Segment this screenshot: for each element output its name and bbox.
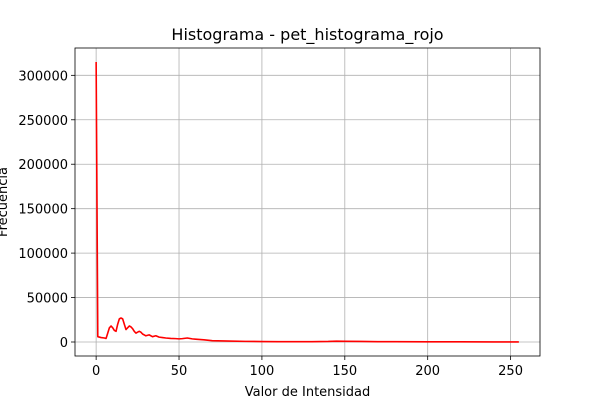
- y-tick-label: 0: [60, 336, 68, 351]
- y-tick-label: 200000: [18, 158, 68, 173]
- y-tick-label: 100000: [18, 247, 68, 262]
- y-tick-label: 250000: [18, 114, 68, 129]
- plot-frame: [74, 47, 541, 357]
- series-line-0: [95, 61, 519, 343]
- x-tick-label: 200: [415, 364, 440, 379]
- y-tick-label: 150000: [18, 203, 68, 218]
- y-axis-ticks: 0 50000 100000 150000 200000 250000 300000: [18, 69, 75, 351]
- y-axis-label: Frecuencia: [0, 167, 11, 237]
- grid-lines: [75, 48, 540, 356]
- x-tick-label: 150: [332, 364, 357, 379]
- x-tick-label: 50: [171, 364, 188, 379]
- y-tick-label: 300000: [18, 69, 68, 84]
- y-tick-label: 50000: [27, 292, 68, 307]
- x-tick-label: 250: [498, 364, 523, 379]
- x-axis-ticks: 0 50 100 150 200 250: [92, 356, 523, 379]
- series-lines: [95, 61, 519, 343]
- x-axis-label: Valor de Intensidad: [245, 385, 371, 400]
- chart-title: Histograma - pet_histograma_rojo: [171, 25, 443, 45]
- x-tick-label: 100: [249, 364, 274, 379]
- x-tick-label: 0: [92, 364, 100, 379]
